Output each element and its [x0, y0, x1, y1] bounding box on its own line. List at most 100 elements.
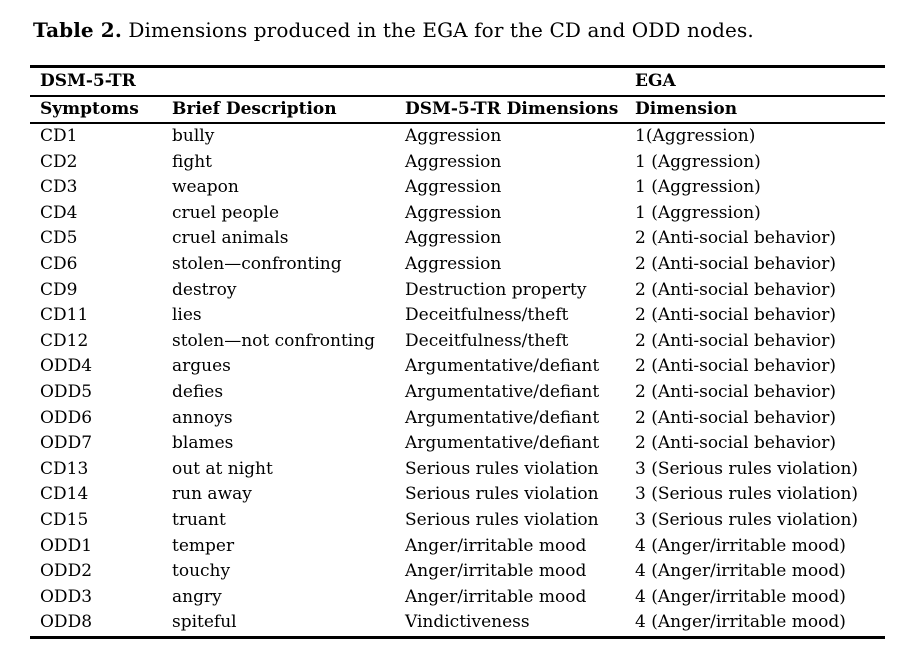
table-cell-description: cruel people	[172, 202, 280, 223]
table-cell-description: weapon	[172, 177, 239, 198]
table-cell-symptom: ODD2	[40, 561, 93, 582]
table-cell-symptom: ODD5	[40, 381, 93, 402]
table-cell-description: defies	[172, 381, 224, 402]
table-cell-dsm-dimension: Deceitfulness/theft	[405, 330, 569, 351]
table-column-header-row: Symptoms Brief Description DSM-5-TR Dime…	[30, 96, 885, 124]
table-cell-ega-dimension: 4 (Anger/irritable mood)	[635, 612, 846, 633]
table-cell-symptom: CD9	[40, 279, 78, 300]
table-cell-dsm-dimension: Argumentative/defiant	[405, 381, 600, 402]
table-cell-symptom: CD2	[40, 151, 78, 172]
table-row: CD14 run away Serious rules violation 3 (Se…	[30, 482, 885, 508]
ega-dimensions-table: DSM-5-TR EGA Symptoms Brief Description …	[30, 65, 885, 639]
table-cell-description: lies	[172, 305, 202, 326]
table-cell-symptom: CD3	[40, 177, 78, 198]
table-cell-symptom: ODD1	[40, 535, 93, 556]
table-cell-symptom: CD5	[40, 228, 78, 249]
table-row: ODD5 defies Argumentative/defiant 2 (Anti-s…	[30, 380, 885, 406]
table-cell-dsm-dimension: Aggression	[405, 228, 502, 249]
group-header-ega: EGA	[625, 66, 885, 97]
table-cell-dsm-dimension: Anger/irritable mood	[405, 586, 587, 607]
column-header-symptoms: Symptoms	[30, 96, 162, 124]
table-cell-description: bully	[172, 126, 215, 146]
table-cell-description: stolen—confronting	[172, 253, 342, 274]
table-cell-symptom: ODD4	[40, 356, 93, 377]
table-cell-dsm-dimension: Deceitfulness/theft	[405, 305, 569, 326]
table-cell-ega-dimension: 2 (Anti-social behavior)	[635, 253, 837, 274]
table-cell-symptom: CD13	[40, 458, 89, 479]
table-cell-description: blames	[172, 433, 234, 454]
table-cell-description: run away	[172, 484, 252, 505]
table-cell-symptom: CD4	[40, 202, 78, 223]
table-cell-description: out at night	[172, 458, 273, 479]
table-cell-ega-dimension: 2 (Anti-social behavior)	[635, 305, 837, 326]
table-cell-ega-dimension: 2 (Anti-social behavior)	[635, 433, 837, 454]
table-cell-ega-dimension: 1 (Aggression)	[635, 151, 761, 172]
table-cell-dsm-dimension: Aggression	[405, 202, 502, 223]
table-cell-dsm-dimension: Aggression	[405, 177, 502, 198]
table-cell-symptom: CD1	[40, 126, 78, 146]
table-cell-ega-dimension: 2 (Anti-social behavior)	[635, 356, 837, 377]
table-row: CD2 fight Aggression 1 (Aggression)	[30, 150, 885, 176]
group-header-dsm-5-tr: DSM-5-TR	[30, 66, 625, 97]
table-cell-dsm-dimension: Anger/irritable mood	[405, 535, 587, 556]
table-cell-description: touchy	[172, 561, 231, 582]
table-cell-ega-dimension: 4 (Anger/irritable mood)	[635, 561, 846, 582]
column-header-dsm-dimensions: DSM-5-TR Dimensions	[395, 96, 625, 124]
table-row: CD3 weapon Aggression 1 (Aggression)	[30, 175, 885, 201]
table-cell-description: destroy	[172, 279, 237, 300]
table-cell-description: fight	[172, 151, 213, 172]
table-cell-description: argues	[172, 356, 231, 377]
table-cell-symptom: ODD8	[40, 612, 93, 633]
table-row: CD9 destroy Destruction property 2 (Anti-so…	[30, 278, 885, 304]
table-row: ODD1 temper Anger/irritable mood 4 (Anger/i…	[30, 534, 885, 560]
table-cell-symptom: CD6	[40, 253, 78, 274]
table-cell-symptom: ODD3	[40, 586, 93, 607]
table-cell-dsm-dimension: Anger/irritable mood	[405, 561, 587, 582]
table-cell-dsm-dimension: Argumentative/defiant	[405, 407, 600, 428]
table-row: ODD7 blames Argumentative/defiant 2 (Anti-s…	[30, 431, 885, 457]
table-cell-ega-dimension: 3 (Serious rules violation)	[635, 509, 859, 530]
table-cell-dsm-dimension: Serious rules violation	[405, 458, 599, 479]
table-row: CD6 stolen—confronting Aggression 2 (Anti-s…	[30, 252, 885, 278]
table-cell-symptom: ODD6	[40, 407, 93, 428]
table-cell-ega-dimension: 2 (Anti-social behavior)	[635, 381, 837, 402]
table-cell-dsm-dimension: Vindictiveness	[405, 612, 530, 633]
table-row: CD4 cruel people Aggression 1 (Aggression)	[30, 201, 885, 227]
table-cell-description: truant	[172, 509, 226, 530]
table-cell-symptom: CD15	[40, 509, 89, 530]
table-cell-description: cruel animals	[172, 228, 289, 249]
table-cell-ega-dimension: 2 (Anti-social behavior)	[635, 279, 837, 300]
table-row: CD15 truant Serious rules violation 3 (Seri…	[30, 508, 885, 534]
table-cell-dsm-dimension: Aggression	[405, 253, 502, 274]
table-cell-description: annoys	[172, 407, 233, 428]
table-cell-symptom: CD11	[40, 305, 89, 326]
table-cell-dsm-dimension: Aggression	[405, 126, 502, 146]
table-row: ODD6 annoys Argumentative/defiant 2 (Anti-s…	[30, 406, 885, 432]
table-cell-dsm-dimension: Serious rules violation	[405, 484, 599, 505]
column-header-brief-description: Brief Description	[162, 96, 395, 124]
table-row: CD11 lies Deceitfulness/theft 2 (Anti-socia…	[30, 303, 885, 329]
table-cell-ega-dimension: 4 (Anger/irritable mood)	[635, 586, 846, 607]
table-cell-ega-dimension: 2 (Anti-social behavior)	[635, 407, 837, 428]
table-caption: Table 2. Dimensions produced in the EGA …	[33, 16, 885, 44]
table-cell-ega-dimension: 4 (Anger/irritable mood)	[635, 535, 846, 556]
table-cell-symptom: ODD7	[40, 433, 93, 454]
table-row: ODD3 angry Anger/irritable mood 4 (Anger/ir…	[30, 585, 885, 611]
table-cell-dsm-dimension: Aggression	[405, 151, 502, 172]
table-row: ODD2 touchy Anger/irritable mood 4 (Anger/i…	[30, 559, 885, 585]
table-row: CD12 stolen—not confronting Deceitfulness/…	[30, 329, 885, 355]
table-cell-dsm-dimension: Destruction property	[405, 279, 587, 300]
table-row: ODD4 argues Argumentative/defiant 2 (Anti-s…	[30, 354, 885, 380]
table-cell-dsm-dimension: Serious rules violation	[405, 509, 599, 530]
table-cell-dsm-dimension: Argumentative/defiant	[405, 433, 600, 454]
table-cell-symptom: CD14	[40, 484, 89, 505]
table-row: CD1 bully Aggression 1(Aggression)	[30, 123, 885, 150]
table-group-header-row: DSM-5-TR EGA	[30, 66, 885, 97]
table-cell-symptom: CD12	[40, 330, 89, 351]
table-row: CD13 out at night Serious rules violation 3…	[30, 457, 885, 483]
table-cell-description: temper	[172, 535, 235, 556]
table-cell-ega-dimension: 3 (Serious rules violation)	[635, 484, 859, 505]
table-cell-ega-dimension: 3 (Serious rules violation)	[635, 458, 859, 479]
table-body: CD1 bully Aggression 1(Aggression) CD2 fight A…	[30, 123, 885, 637]
